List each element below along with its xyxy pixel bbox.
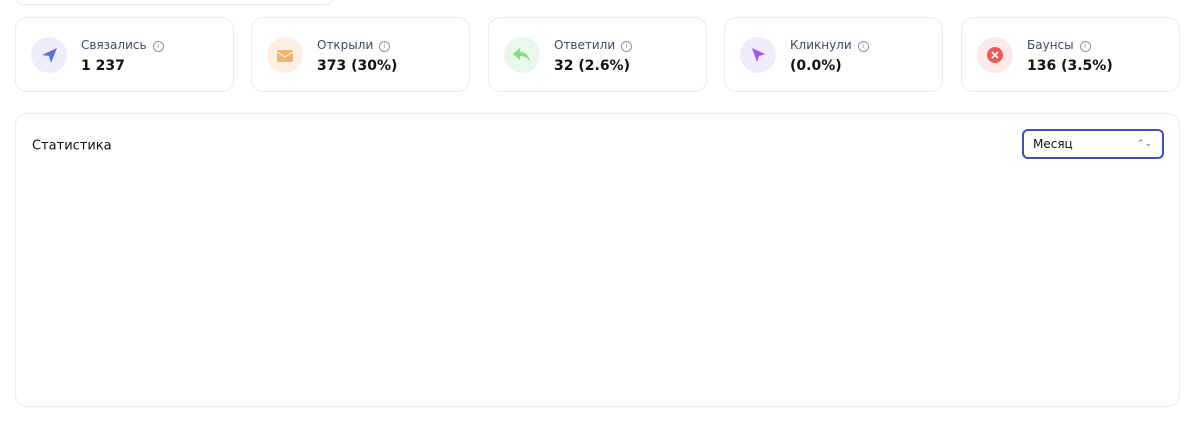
card-value: 373 (30%) <box>317 58 398 74</box>
card-label: Связались <box>81 38 147 52</box>
card-label: Ответили <box>554 38 616 52</box>
card-value: 136 (3.5%) <box>1027 58 1113 74</box>
card-label: Кликнули <box>790 38 852 52</box>
period-label: Месяц <box>1033 137 1073 151</box>
card-icon <box>740 37 776 73</box>
stat-card: Кликнули i (0.0%) <box>724 17 943 92</box>
stat-card: Открыли i 373 (30%) <box>251 17 470 92</box>
info-icon[interactable]: i <box>379 41 391 52</box>
chart-panel <box>15 113 1180 407</box>
card-icon: 020040028 июл.30 июл.1 авг.2 авг.3 авг.4… <box>31 37 67 73</box>
card-label-row: Связались i <box>81 38 164 52</box>
card-value: 1 237 <box>81 58 125 74</box>
info-icon[interactable]: i <box>857 41 869 52</box>
card-label-row: Открыли i <box>317 38 391 52</box>
card-label: Открыли <box>317 38 374 52</box>
info-icon[interactable]: i <box>621 41 633 52</box>
card-label-row: Баунсы i <box>1027 38 1091 52</box>
card-icon <box>977 37 1013 73</box>
chart-title: Статистика <box>32 139 112 154</box>
stat-card: Баунсы i 136 (3.5%) <box>961 17 1180 92</box>
card-value: (0.0%) <box>790 58 842 74</box>
card-icon <box>504 37 540 73</box>
card-label: Баунсы <box>1027 38 1074 52</box>
info-icon[interactable]: i <box>1079 41 1091 52</box>
info-icon[interactable]: i <box>152 41 164 52</box>
period-select[interactable]: Месяц ⌃⌄ <box>1022 129 1164 159</box>
stat-card: 020040028 июл.30 июл.1 авг.2 авг.3 авг.4… <box>15 17 234 92</box>
card-value: 32 (2.6%) <box>554 58 630 74</box>
select-arrow: ⌃⌄ <box>1136 139 1152 149</box>
card-label-row: Ответили i <box>554 38 633 52</box>
card-icon <box>267 37 303 73</box>
stat-card: Ответили i 32 (2.6%) <box>488 17 707 92</box>
card-label-row: Кликнули i <box>790 38 869 52</box>
